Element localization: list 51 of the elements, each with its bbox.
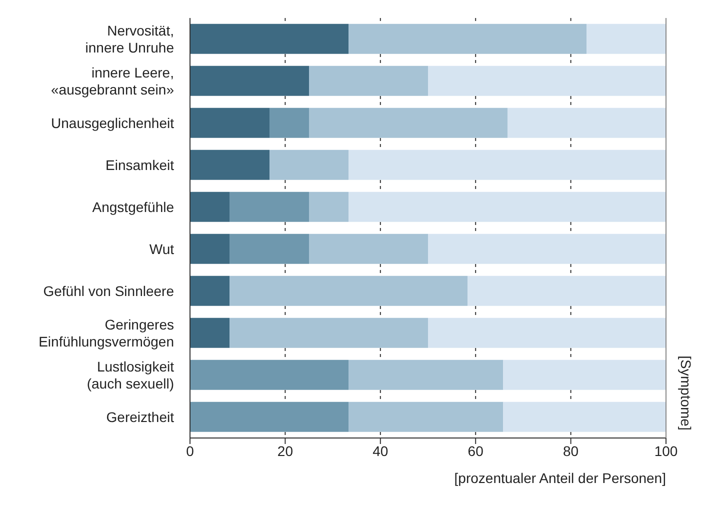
y-tick-label: Unausgeglichenheit — [51, 115, 174, 131]
bar — [503, 360, 666, 390]
x-tick-label: 40 — [372, 442, 388, 459]
bar — [428, 318, 666, 348]
bar — [309, 234, 428, 264]
bar — [503, 402, 666, 432]
y-tick-label: innere Leere, «ausgebrannt sein» — [51, 64, 174, 98]
x-tick-label: 0 — [186, 442, 194, 459]
bar — [190, 150, 270, 180]
x-tick-label: 100 — [654, 442, 678, 459]
bar — [348, 24, 587, 54]
y-axis-title: [Symptome] — [678, 356, 694, 430]
y-tick-label: Gereiztheit — [106, 409, 174, 425]
bar — [348, 192, 666, 222]
bar — [309, 108, 508, 138]
y-tick-label: Lustlosigkeit (auch sexuell) — [86, 358, 174, 392]
bar — [348, 150, 666, 180]
bar — [468, 276, 666, 306]
y-tick-label: Einsamkeit — [106, 157, 174, 173]
bar — [348, 360, 504, 390]
bar — [190, 192, 230, 222]
bar — [190, 108, 270, 138]
bar — [348, 402, 504, 432]
y-tick-label: Wut — [149, 241, 174, 257]
bar — [230, 234, 309, 264]
x-tick-label: 20 — [277, 442, 294, 459]
bar — [309, 192, 349, 222]
bar — [230, 276, 468, 306]
bar — [190, 234, 230, 264]
bar — [428, 66, 666, 96]
bar — [428, 234, 666, 264]
bar — [190, 360, 349, 390]
bar — [309, 66, 428, 96]
y-tick-label: Gefühl von Sinnleere — [43, 283, 174, 299]
bar — [507, 108, 666, 138]
bar — [586, 24, 666, 54]
bar — [190, 318, 230, 348]
y-tick-label: Nervosität, innere Unruhe — [85, 22, 174, 56]
bar — [190, 24, 349, 54]
bar — [190, 276, 230, 306]
x-tick-label: 80 — [563, 442, 579, 459]
bar — [190, 66, 309, 96]
bar — [269, 150, 349, 180]
bar — [190, 402, 349, 432]
bar — [230, 192, 309, 222]
bar — [230, 318, 428, 348]
x-tick-label: 60 — [468, 442, 484, 459]
y-tick-label: Angstgefühle — [92, 199, 174, 215]
bar — [269, 108, 309, 138]
x-axis-title: [prozentualer Anteil der Personen] — [454, 470, 666, 486]
y-tick-label: Geringeres Einfühlungsvermögen — [38, 316, 174, 350]
